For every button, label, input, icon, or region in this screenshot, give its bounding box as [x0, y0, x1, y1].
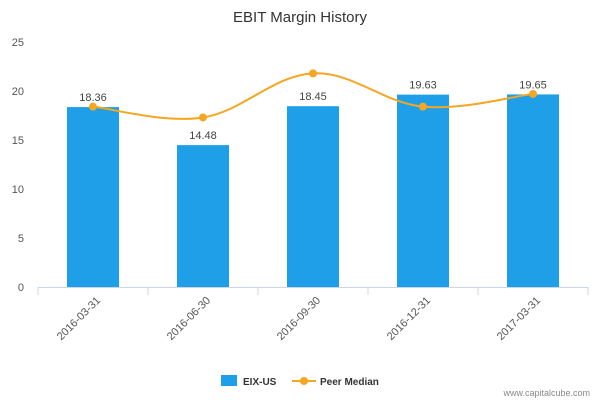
peer-median-point[interactable]	[419, 102, 427, 111]
legend-peer-median-label[interactable]: Peer Median	[320, 377, 379, 388]
chart-title: EBIT Margin History	[233, 9, 367, 26]
x-tick-label: 2016-12-31	[385, 295, 433, 343]
y-tick-label: 10	[12, 184, 24, 196]
legend[interactable]: EIX-US Peer Median	[221, 375, 379, 388]
x-tick-label: 2017-03-31	[495, 295, 543, 343]
x-tick-label: 2016-09-30	[275, 295, 323, 343]
y-tick-label: 25	[12, 37, 24, 49]
peer-median-point[interactable]	[529, 89, 537, 98]
bar-eix-us[interactable]	[67, 107, 119, 288]
bar-series	[67, 94, 559, 288]
y-tick-label: 20	[12, 86, 24, 98]
y-axis: 0 5 10 15 20 25	[12, 37, 24, 294]
bar-data-label: 14.48	[189, 130, 217, 142]
bar-data-labels: 18.36 14.48 18.45 19.63 19.65	[79, 79, 547, 142]
x-axis: 2016-03-31 2016-06-30 2016-09-30 2016-12-31…	[37, 287, 589, 343]
legend-eix-us-swatch[interactable]	[221, 375, 237, 386]
x-tick-label: 2016-06-30	[165, 295, 213, 343]
bar-data-label: 18.36	[79, 92, 107, 104]
bar-data-label: 18.45	[299, 91, 327, 103]
bar-eix-us[interactable]	[177, 145, 229, 287]
bar-eix-us[interactable]	[507, 94, 559, 288]
bar-eix-us[interactable]	[287, 106, 339, 287]
x-tick-label: 2016-03-31	[55, 295, 103, 343]
peer-median-point[interactable]	[309, 69, 317, 78]
bar-data-label: 19.63	[409, 80, 437, 92]
y-tick-label: 0	[18, 282, 24, 294]
legend-peer-median-marker[interactable]	[300, 377, 308, 385]
bar-eix-us[interactable]	[397, 94, 449, 287]
y-tick-label: 15	[12, 135, 24, 147]
credit-text: www.capitalcube.com	[502, 388, 590, 398]
y-tick-label: 5	[18, 233, 24, 245]
bar-data-label: 19.65	[519, 79, 547, 91]
peer-median-series	[89, 69, 537, 122]
legend-eix-us-label[interactable]: EIX-US	[243, 377, 277, 388]
peer-median-point[interactable]	[89, 102, 97, 111]
peer-median-point[interactable]	[199, 113, 207, 122]
